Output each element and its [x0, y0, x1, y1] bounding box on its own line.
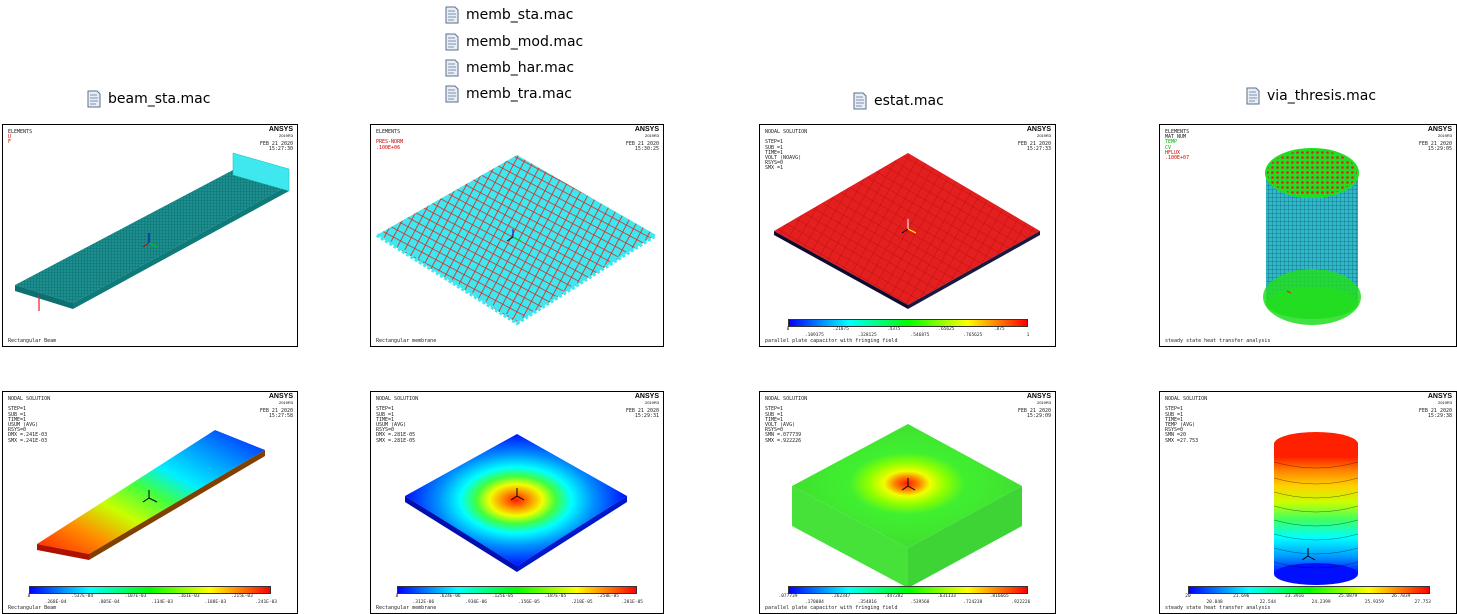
- plot-header: NODAL SOLUTION STEP=1 SUB =1 TIME=1 VOLT…: [765, 396, 808, 444]
- plot-caption: Rectangular membrane: [376, 338, 437, 344]
- plot-estat-fringing: NODAL SOLUTION STEP=1 SUB =1 TIME=1 VOLT…: [759, 391, 1056, 614]
- macro-file-icon: [1246, 87, 1260, 105]
- plot-timestamp: FEB 21 2020 15:29:09: [1017, 408, 1051, 419]
- capacitor-plate-render: [774, 153, 1040, 309]
- legend-ticks: 20 21.696 23.3916 25.0879 26.7839 20.848…: [1185, 594, 1431, 605]
- ansys-logo: ANSYS 2019R3: [634, 393, 659, 405]
- file-memb-tra[interactable]: memb_tra.mac: [444, 85, 572, 103]
- beam-contour-render: [37, 430, 265, 560]
- plot-timestamp: FEB 21 2020 15:29:31: [625, 408, 659, 419]
- ansys-logo: ANSYS 2019R3: [268, 393, 293, 405]
- plot-caption: Rectangular membrane: [376, 605, 437, 611]
- legend-ticks: 0 .21875 .4375 .65625 .875 .109375 .3281…: [786, 327, 1030, 338]
- color-legend-bar: [29, 586, 271, 594]
- plot-membrane-usum: NODAL SOLUTION STEP=1 SUB =1 TIME=1 USUM…: [370, 391, 664, 614]
- plot-timestamp: FEB 21 2020 15:29:05: [1418, 141, 1452, 152]
- plot-caption: parallel plate capacitor with fringing f…: [765, 605, 898, 611]
- plot-via-temp: NODAL SOLUTION STEP=1 SUB =1 TIME=1 TEMP…: [1159, 391, 1457, 614]
- ansys-logo: ANSYS 2019R3: [1427, 393, 1452, 405]
- macro-file-icon: [445, 59, 459, 77]
- file-name: memb_har.mac: [466, 60, 575, 76]
- macro-file-icon: [445, 85, 459, 103]
- plot-header: NODAL SOLUTION STEP=1 SUB =1 TIME=1 USUM…: [8, 396, 51, 444]
- file-name: memb_tra.mac: [466, 86, 572, 102]
- plot-beam-elements: ELEMENTS U F ANSYS 2019R3 FEB 21 2020 15:2…: [2, 124, 298, 347]
- macro-file-icon: [445, 6, 459, 24]
- ansys-logo: ANSYS 2019R3: [1026, 393, 1051, 405]
- file-memb-mod[interactable]: memb_mod.mac: [444, 33, 583, 51]
- macro-file-icon: [87, 90, 101, 108]
- ansys-logo: ANSYS 2019R3: [634, 126, 659, 138]
- via-temperature-render: [1273, 432, 1359, 585]
- macro-file-icon: [445, 33, 459, 51]
- macro-file-icon: [853, 92, 867, 110]
- ansys-logo: ANSYS 2019R3: [268, 126, 293, 138]
- legend-ticks: 0 .624E-06 .125E-05 .187E-05 .250E-05 .3…: [395, 594, 644, 605]
- plot-timestamp: FEB 21 2020 15:27:58: [259, 408, 293, 419]
- plot-via-elements: ELEMENTS MAT NUM TEMP CV HFLUX .100E+07 …: [1159, 124, 1457, 347]
- color-legend-bar: [788, 586, 1028, 594]
- color-legend-bar: [788, 319, 1028, 327]
- plot-beam-usum: NODAL SOLUTION STEP=1 SUB =1 TIME=1 USUM…: [2, 391, 298, 614]
- ansys-logo: ANSYS 2019R3: [1026, 126, 1051, 138]
- plot-header: ELEMENTS PRES-NORM .100E+06: [376, 129, 404, 151]
- plot-header: ELEMENTS U F: [8, 129, 33, 146]
- legend-ticks: .077739 .262347 .447282 .631133 .816665 …: [778, 594, 1031, 605]
- file-name: memb_mod.mac: [466, 34, 584, 50]
- file-name: estat.mac: [874, 93, 944, 109]
- file-name: beam_sta.mac: [108, 91, 211, 107]
- file-estat[interactable]: estat.mac: [852, 92, 944, 110]
- color-legend-bar: [1188, 586, 1430, 594]
- plot-membrane-elements: ELEMENTS PRES-NORM .100E+06 ANSYS 2019R3 …: [370, 124, 664, 347]
- plot-timestamp: FEB 21 2020 15:30:25: [625, 141, 659, 152]
- membrane-mesh-render: [375, 155, 658, 326]
- beam-mesh-render: [15, 152, 290, 311]
- file-memb-sta[interactable]: memb_sta.mac: [444, 6, 574, 24]
- plot-header: ELEMENTS MAT NUM TEMP CV HFLUX .100E+07: [1165, 129, 1190, 162]
- file-memb-har[interactable]: memb_har.mac: [444, 59, 574, 77]
- file-name: via_thresis.mac: [1267, 88, 1377, 104]
- membrane-contour-render: [405, 434, 627, 572]
- plot-caption: steady state heat transfer analysis: [1165, 338, 1271, 344]
- plot-header: NODAL SOLUTION STEP=1 SUB =1 TIME=1 TEMP…: [1165, 396, 1208, 444]
- plot-timestamp: FEB 21 2020 15:27:30: [259, 141, 293, 152]
- plot-estat-volt: NODAL SOLUTION STEP=1 SUB =1 TIME=1 VOLT…: [759, 124, 1056, 347]
- plot-caption: steady state heat transfer analysis: [1165, 605, 1271, 611]
- legend-ticks: 0 .537E-04 .107E-03 .161E-03 .215E-03 .2…: [27, 594, 277, 605]
- plot-caption: Rectangular Beam: [8, 338, 57, 344]
- plot-caption: parallel plate capacitor with fringing f…: [765, 338, 898, 344]
- color-legend-bar: [397, 586, 637, 594]
- file-name: memb_sta.mac: [466, 7, 574, 23]
- plot-header: NODAL SOLUTION STEP=1 SUB =1 TIME=1 USUM…: [376, 396, 419, 444]
- fringing-field-render: [792, 424, 1022, 588]
- plot-header: NODAL SOLUTION STEP=1 SUB =1 TIME=1 VOLT…: [765, 129, 808, 172]
- file-beam-sta[interactable]: beam_sta.mac: [86, 90, 210, 108]
- via-cylinder-mesh-render: [1263, 148, 1361, 325]
- file-via-thresis[interactable]: via_thresis.mac: [1245, 87, 1376, 105]
- plot-caption: Rectangular Beam: [8, 605, 57, 611]
- ansys-logo: ANSYS 2019R3: [1427, 126, 1452, 138]
- plot-timestamp: FEB 21 2020 15:29:38: [1418, 408, 1452, 419]
- plot-timestamp: FEB 21 2020 15:27:33: [1017, 141, 1051, 152]
